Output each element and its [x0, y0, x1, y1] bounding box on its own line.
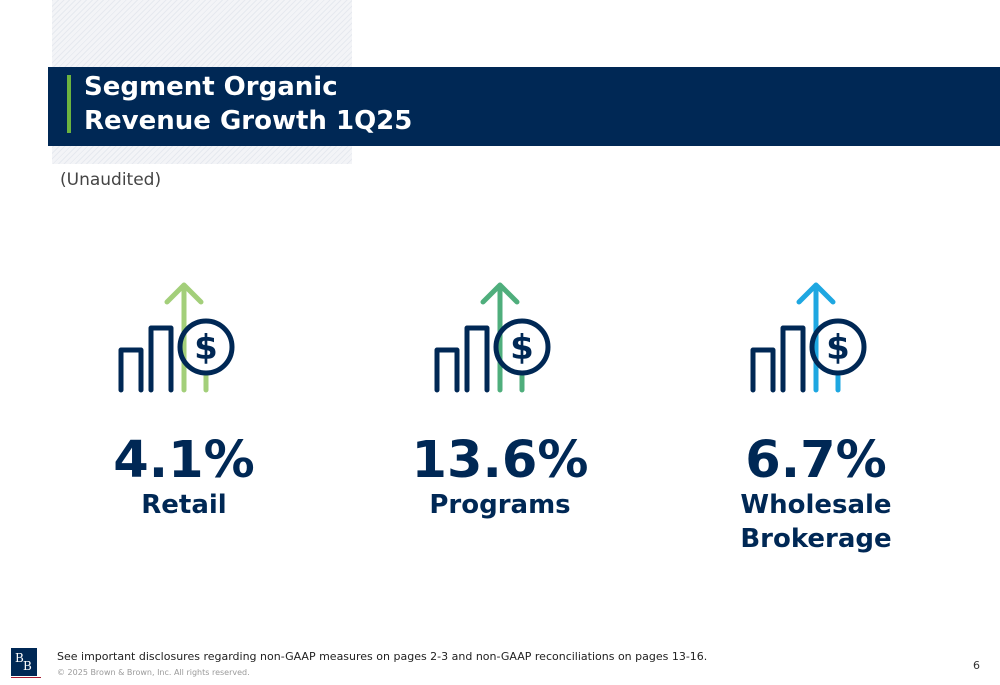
segment-retail: $ 4.1% Retail [54, 280, 314, 522]
title-line-1: Segment Organic [84, 72, 338, 102]
growth-chart-dollar-icon: $ [750, 282, 867, 393]
copyright-text: © 2025 Brown & Brown, Inc. All rights re… [57, 668, 250, 677]
svg-text:$: $ [510, 328, 534, 368]
segment-programs: $ 13.6% Programs [370, 280, 630, 522]
disclosure-text: See important disclosures regarding non-… [57, 650, 708, 663]
page-number: 6 [973, 659, 980, 672]
segment-wholesale-brokerage: $ 6.7% Wholesale Brokerage [686, 280, 946, 556]
unaudited-note: (Unaudited) [60, 170, 162, 190]
segment-label: Wholesale [740, 490, 892, 520]
logo-underline [11, 677, 41, 678]
segment-label: Retail [141, 490, 227, 520]
svg-text:$: $ [194, 328, 218, 368]
segment-label: Programs [429, 490, 571, 520]
title-bar [48, 67, 1000, 146]
title-accent-line [67, 75, 71, 133]
title-line-2: Revenue Growth 1Q25 [84, 106, 413, 136]
segment-value: 13.6% [411, 431, 589, 490]
segment-label-line-2: Brokerage [740, 524, 892, 554]
brown-and-brown-logo: B B [11, 648, 37, 676]
growth-chart-dollar-icon: $ [434, 282, 551, 393]
page-title: Segment Organic Revenue Growth 1Q25 [84, 70, 684, 138]
segment-value: 6.7% [745, 431, 887, 490]
segment-value: 4.1% [113, 431, 255, 490]
growth-chart-dollar-icon: $ [118, 282, 235, 393]
svg-text:$: $ [826, 328, 850, 368]
